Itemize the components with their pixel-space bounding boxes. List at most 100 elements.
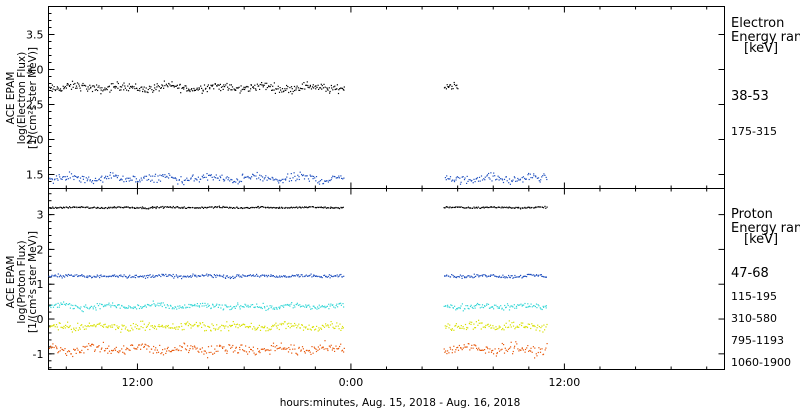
electron-point-38-53 [127,85,129,87]
proton-point-47-68 [116,206,119,208]
proton-point-1060-1900 [224,350,226,352]
proton-point-47-68 [520,208,522,210]
electron-point-38-53 [142,90,144,93]
proton-point-795-1193 [449,324,451,326]
electron-point-175-315 [341,177,343,179]
proton-point-115-195 [90,275,92,277]
electron-point-38-53 [107,86,109,88]
electron-point-175-315 [462,176,464,178]
electron-point-175-315 [154,175,156,177]
proton-point-1060-1900 [447,350,449,352]
proton-point-115-195 [107,276,109,278]
electron-point-38-53 [202,90,204,92]
proton-point-115-195 [129,274,131,276]
electron-point-38-53 [153,84,156,86]
proton-point-47-68 [444,207,446,209]
proton-point-795-1193 [472,328,474,330]
electron-point-175-315 [219,175,221,177]
proton-point-795-1193 [446,325,448,327]
proton-point-47-68 [56,207,58,209]
proton-point-310-580 [151,304,153,306]
electron-point-175-315 [119,179,122,181]
proton-point-115-195 [194,275,196,277]
proton-point-795-1193 [272,324,274,326]
proton-point-310-580 [101,304,103,306]
electron-point-38-53 [261,84,263,86]
proton-point-47-68 [301,206,303,208]
electron-point-38-53 [343,86,345,88]
proton-point-1060-1900 [313,346,315,348]
electron-point-38-53 [179,83,181,85]
proton-point-115-195 [478,276,480,278]
proton-point-47-68 [309,206,311,208]
proton-point-310-580 [105,305,107,307]
electron-point-38-53 [112,83,114,85]
electron-point-175-315 [448,178,450,180]
proton-point-115-195 [475,275,477,277]
electron-point-175-315 [78,180,81,182]
electron-point-38-53 [169,84,171,86]
proton-point-1060-1900 [460,347,462,349]
proton-point-47-68 [81,206,83,208]
proton-point-47-68 [339,208,341,210]
proton-point-795-1193 [69,325,71,327]
proton-point-310-580 [479,304,481,306]
electron-point-38-53 [51,90,53,92]
electron-point-38-53 [54,89,57,92]
proton-point-795-1193 [269,329,271,331]
proton-point-1060-1900 [527,345,529,347]
proton-point-795-1193 [520,322,522,324]
proton-point-115-195 [169,274,171,276]
electron-point-175-315 [328,179,330,181]
proton-point-47-68 [275,207,278,209]
proton-point-47-68 [262,206,264,208]
electron-point-38-53 [87,90,89,92]
electron-point-175-315 [183,179,185,181]
proton-point-1060-1900 [276,348,278,350]
proton-point-115-195 [452,274,454,277]
proton-point-795-1193 [513,321,515,323]
proton-point-115-195 [263,274,266,276]
proton-point-1060-1900 [88,343,90,345]
proton-point-47-68 [111,207,113,209]
proton-point-1060-1900 [122,351,124,353]
proton-point-1060-1900 [272,345,274,347]
electron-point-175-315 [95,180,97,182]
proton-point-1060-1900 [145,344,147,346]
proton-point-795-1193 [453,329,455,331]
proton-point-47-68 [103,207,105,210]
proton-point-310-580 [252,304,254,306]
proton-point-795-1193 [105,326,107,328]
electron-point-175-315 [239,180,241,182]
proton-point-47-68 [244,207,246,209]
proton-point-1060-1900 [515,341,517,343]
electron-point-175-315 [215,174,217,176]
proton-point-115-195 [281,276,283,278]
proton-point-115-195 [543,276,545,278]
proton-point-1060-1900 [239,349,241,351]
electron-point-38-53 [216,85,218,87]
electron-point-38-53 [74,82,76,85]
electron-point-175-315 [185,179,187,181]
electron-point-175-315 [272,177,274,179]
proton-point-1060-1900 [140,344,142,346]
electron-point-175-315 [146,179,148,181]
electron-point-38-53 [124,87,126,89]
proton-point-310-580 [229,309,231,311]
proton-point-47-68 [333,207,335,209]
electron-point-38-53 [97,89,99,92]
proton-point-1060-1900 [56,348,58,350]
proton-point-47-68 [174,207,176,209]
electron-point-38-53 [186,87,188,89]
proton-point-310-580 [305,306,308,308]
proton-point-1060-1900 [56,346,58,348]
proton-point-310-580 [169,304,172,306]
proton-point-310-580 [121,305,123,307]
proton-point-795-1193 [341,327,343,329]
proton-point-47-68 [255,206,257,208]
proton-point-310-580 [117,304,119,306]
proton-point-310-580 [302,305,304,307]
electron-ylabel-line-1: ACE EPAM [5,72,17,125]
proton-point-310-580 [221,304,223,306]
proton-point-1060-1900 [509,347,511,349]
